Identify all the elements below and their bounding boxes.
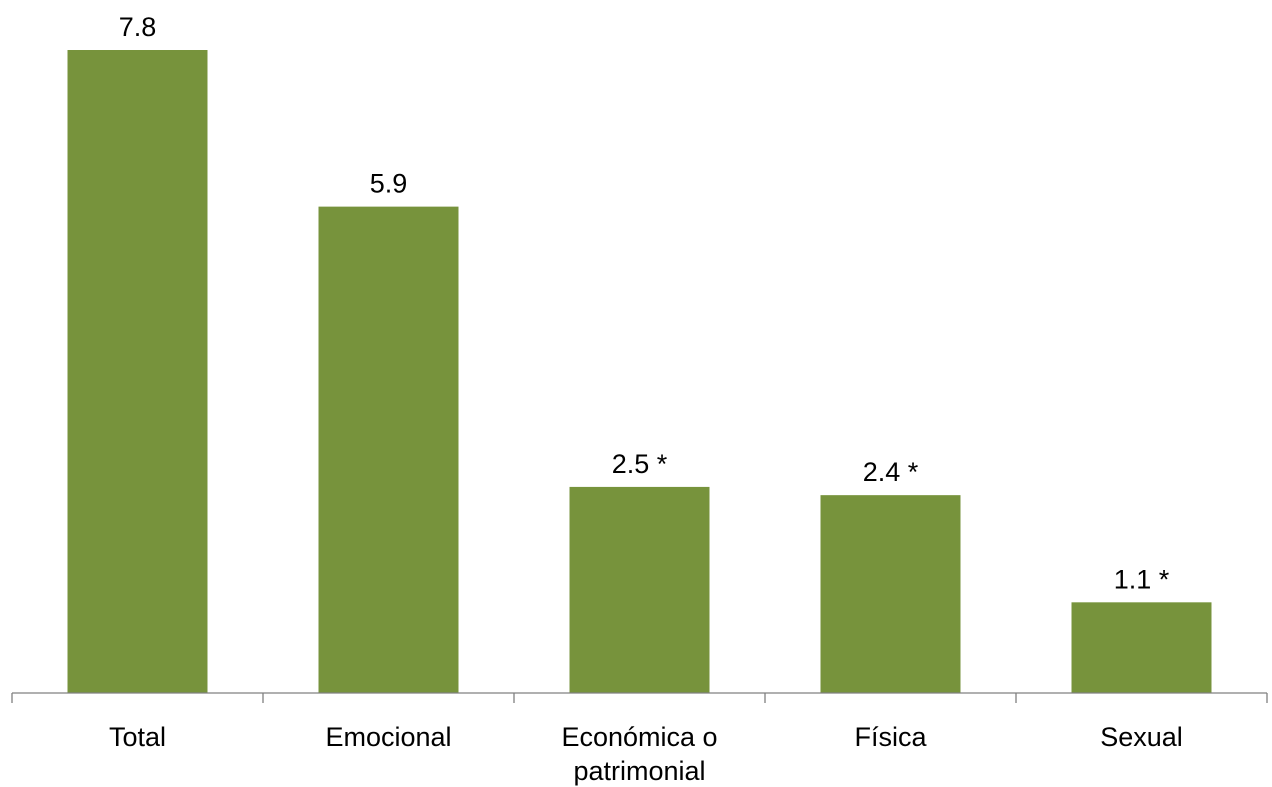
value-label-1: 7.8 [119, 12, 157, 42]
bar-5 [1071, 602, 1212, 693]
bar-4 [820, 495, 961, 693]
bars-group [67, 50, 1212, 693]
value-labels-group: 7.8 5.9 2.5 * 2.4 * 1.1 * [119, 12, 1170, 594]
bar-2 [318, 206, 459, 693]
bar-3 [569, 486, 710, 693]
category-label-1: Total [109, 722, 166, 752]
x-axis-ticks [11, 693, 1268, 703]
value-label-4: 2.4 * [863, 457, 919, 487]
category-label-5: Sexual [1100, 722, 1183, 752]
category-labels-group: Total Emocional Económica o patrimonial Físi… [109, 722, 1183, 786]
category-label-4: Física [854, 722, 927, 752]
value-label-2: 5.9 [370, 169, 408, 199]
bar-1 [67, 50, 208, 693]
category-label-3: Económica o patrimonial [561, 722, 717, 786]
category-label-2: Emocional [325, 722, 451, 752]
value-label-5: 1.1 * [1114, 564, 1170, 594]
value-label-3: 2.5 * [612, 449, 668, 479]
